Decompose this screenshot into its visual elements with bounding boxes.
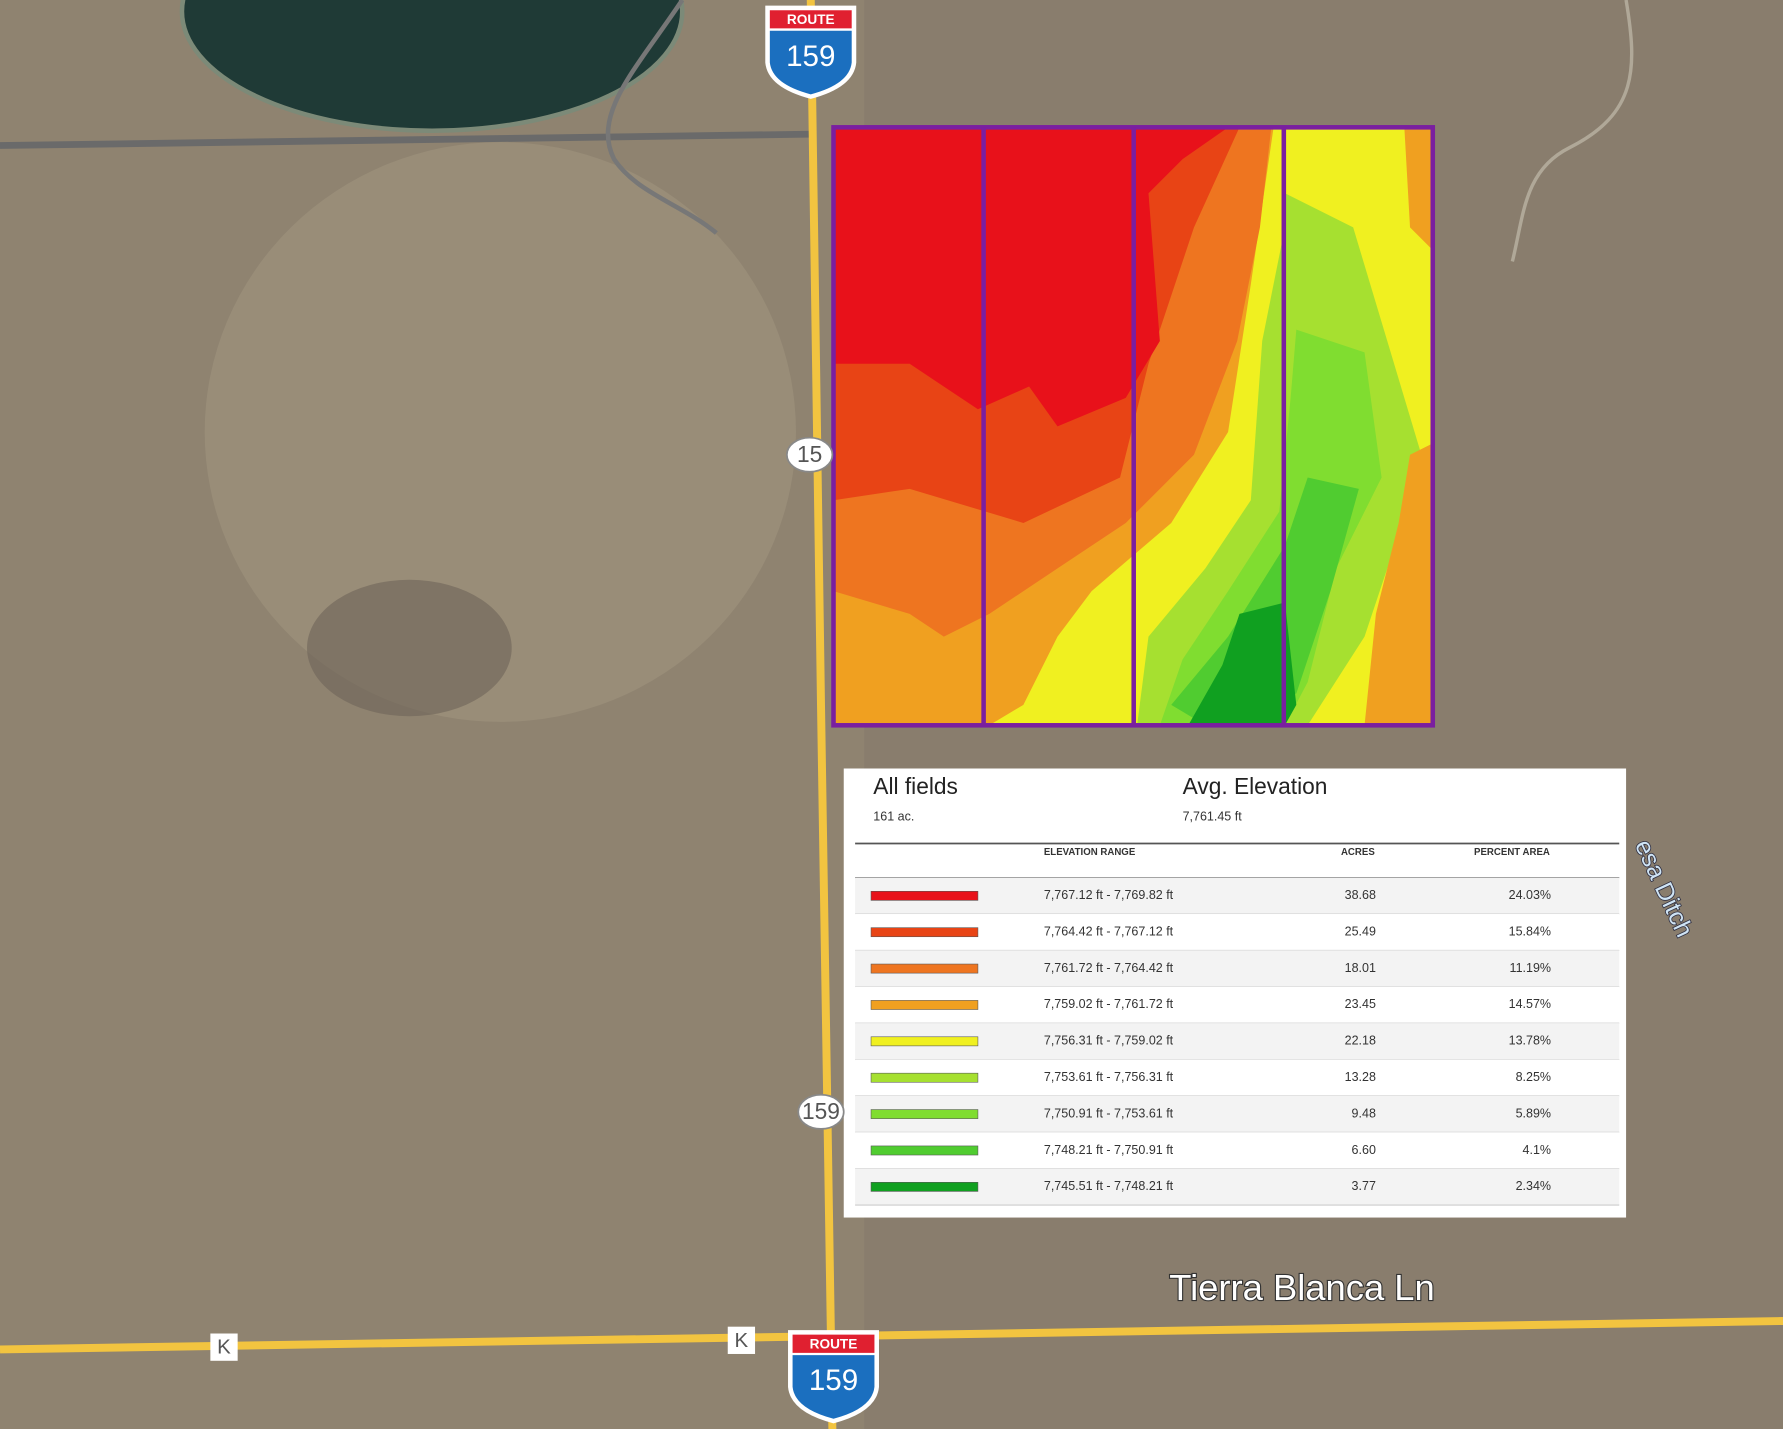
elevation-range: 7,745.51 ft - 7,748.21 ft [1044, 1179, 1174, 1193]
gray-road [605, 0, 718, 235]
elevation-zone [1137, 193, 1422, 726]
elevation-zone [1404, 127, 1433, 251]
road-marker: K [735, 1329, 749, 1352]
legend-swatch [870, 963, 979, 974]
legend-swatch [870, 927, 979, 938]
elevation-zone [1159, 329, 1382, 726]
shield-body [792, 1355, 875, 1419]
percent-area: 15.84% [1509, 925, 1551, 939]
acres: 6.60 [1352, 1143, 1376, 1157]
percent-area: 2.34% [1516, 1179, 1551, 1193]
elevation-range: 7,753.61 ft - 7,756.31 ft [1044, 1070, 1174, 1084]
field-boundaries [831, 125, 1436, 728]
route-marker-badge [797, 1093, 845, 1130]
legend-swatch [870, 1072, 979, 1083]
table-row [855, 1059, 1620, 1096]
shield-number: 159 [809, 1364, 858, 1397]
acres: 18.01 [1345, 961, 1376, 975]
road-k [0, 1317, 1783, 1354]
table-row [855, 914, 1620, 951]
shield-body [769, 30, 852, 95]
acres: 38.68 [1345, 888, 1376, 902]
acres: 25.49 [1345, 925, 1376, 939]
dark-patch [307, 579, 512, 717]
route-marker: 15 [797, 441, 822, 467]
route-shield: ROUTE 159 [765, 5, 857, 99]
elevation-range: 7,759.02 ft - 7,761.72 ft [1044, 997, 1174, 1011]
elevation-range: 7,761.72 ft - 7,764.42 ft [1044, 961, 1174, 975]
legend-swatch [870, 1145, 979, 1156]
percent-area: 8.25% [1516, 1070, 1551, 1084]
legend-swatch [870, 1182, 979, 1192]
field-label: All fields [873, 773, 958, 799]
road-marker-badge [727, 1326, 756, 1354]
legend-swatch [870, 1109, 979, 1119]
elevation-zone [833, 127, 1229, 427]
table-row [855, 1132, 1620, 1169]
field-area: 161 ac. [873, 810, 914, 824]
table-row [855, 877, 1620, 915]
acres: 13.28 [1345, 1070, 1376, 1084]
route-shield: ROUTE 159 [788, 1330, 879, 1424]
legend-swatch [870, 890, 979, 901]
street-label: Tierra Blanca Ln [1169, 1267, 1435, 1308]
acres: 9.48 [1352, 1106, 1376, 1120]
table-body: 7,767.12 ft - 7,769.82 ft 38.68 24.03% 7,76… [855, 877, 1620, 1206]
shield-number: 159 [786, 40, 835, 73]
percent-area: 4.1% [1523, 1143, 1552, 1157]
road-marker: K [217, 1336, 231, 1359]
route-marker: 159 [802, 1098, 840, 1124]
percent-area: 13.78% [1509, 1034, 1551, 1048]
faded-pivot-circle [204, 142, 796, 722]
irrigation-circle [179, 0, 685, 133]
shield-top [792, 1334, 875, 1353]
track [1510, 0, 1634, 262]
percent-area: 24.03% [1509, 888, 1551, 902]
shield-top [769, 10, 852, 29]
highway-159 [806, 0, 837, 1429]
elevation-range: 7,756.31 ft - 7,759.02 ft [1044, 1034, 1174, 1048]
acres: 22.18 [1345, 1034, 1376, 1048]
table-row [855, 1168, 1620, 1206]
table-row [855, 950, 1620, 987]
elevation-range: 7,750.91 ft - 7,753.61 ft [1044, 1106, 1174, 1120]
shield-label: ROUTE [810, 1336, 858, 1351]
acres: 23.45 [1345, 997, 1376, 1011]
legend-swatch [870, 1036, 979, 1047]
table-header: ACRES [1341, 847, 1375, 858]
table-header: PERCENT AREA [1474, 847, 1550, 858]
elevation-range: 7,748.21 ft - 7,750.91 ft [1044, 1143, 1174, 1157]
gray-road [0, 130, 814, 149]
table-header: ELEVATION RANGE [1044, 847, 1136, 858]
metric-label: Avg. Elevation [1183, 773, 1328, 799]
table-row [855, 1023, 1620, 1060]
route-marker-badge [786, 436, 834, 473]
metric-value: 7,761.45 ft [1183, 810, 1243, 824]
table-row [855, 986, 1620, 1024]
legend-swatch [870, 1000, 979, 1010]
shield-label: ROUTE [787, 12, 835, 27]
acres: 3.77 [1352, 1179, 1376, 1193]
elevation-zone [1188, 602, 1297, 726]
elevation-zone [1171, 477, 1359, 726]
road-marker-badge [210, 1333, 238, 1361]
elevation-zone [1364, 443, 1433, 726]
table-row [855, 1095, 1620, 1133]
percent-area: 14.57% [1509, 997, 1551, 1011]
percent-area: 5.89% [1516, 1106, 1551, 1120]
percent-area: 11.19% [1510, 961, 1551, 975]
elevation-range: 7,764.42 ft - 7,767.12 ft [1044, 925, 1174, 939]
elevation-range: 7,767.12 ft - 7,769.82 ft [1044, 888, 1174, 902]
